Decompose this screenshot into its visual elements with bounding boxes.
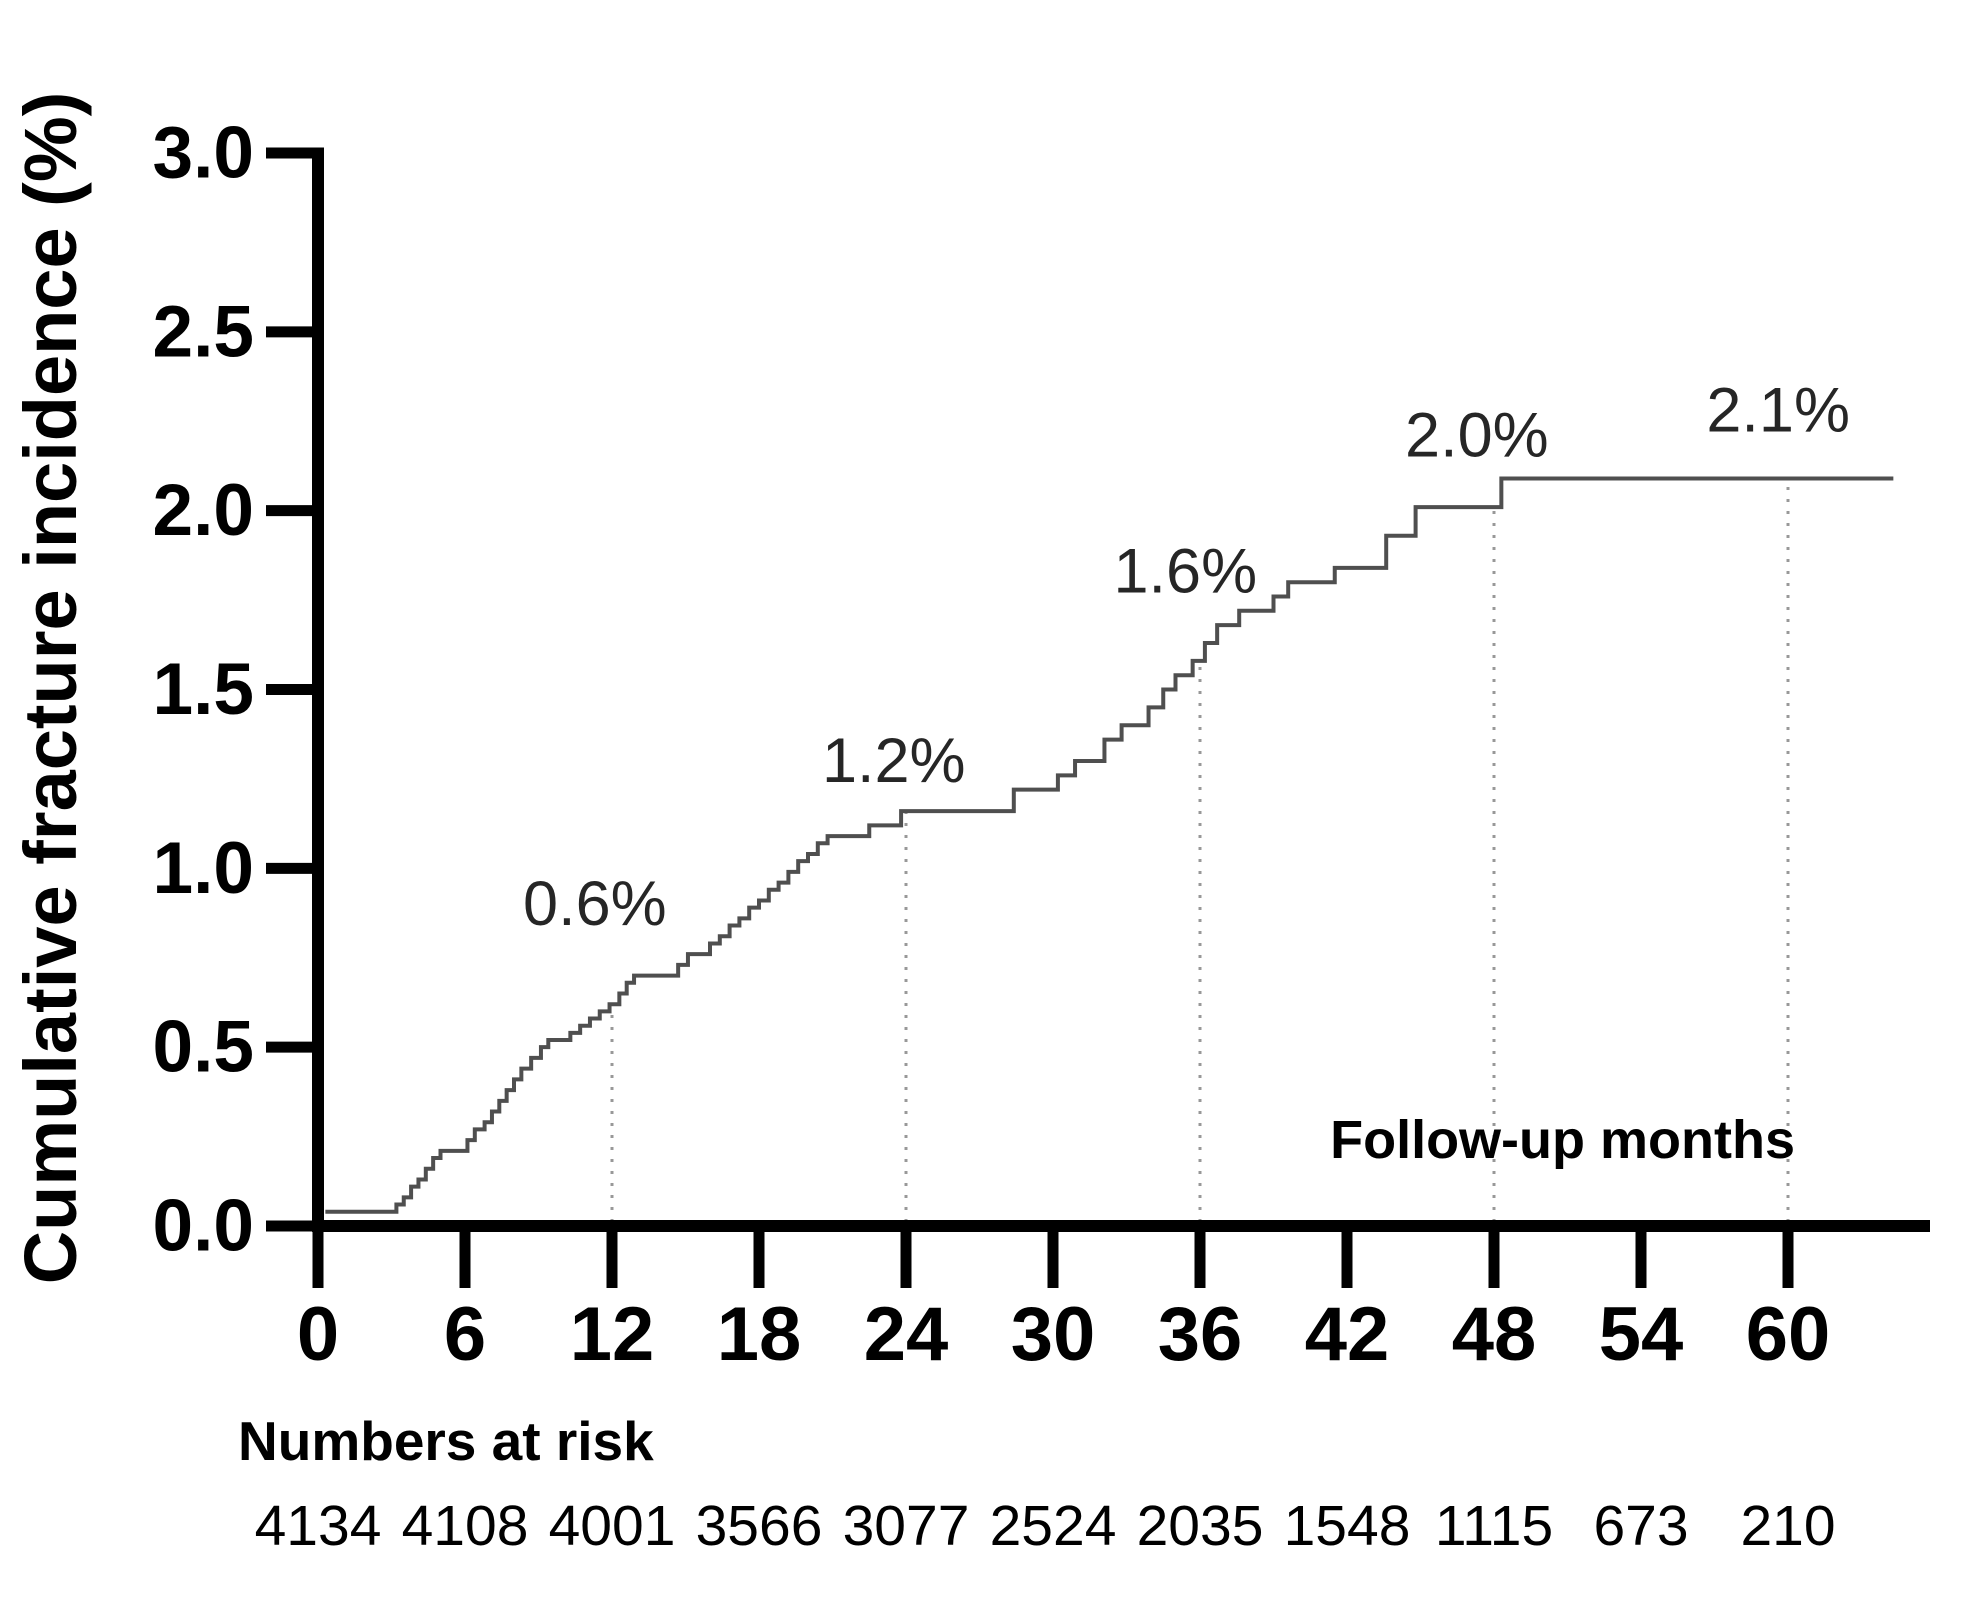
y-tick-label-1.0: 1.0 [153, 828, 254, 909]
y-tick-label-3.0: 3.0 [153, 112, 254, 193]
annotation-2.0%: 2.0% [1405, 401, 1549, 471]
y-tick-label-1.5: 1.5 [153, 649, 254, 730]
risk-value-54mo: 673 [1593, 1494, 1688, 1558]
risk-value-0mo: 4134 [255, 1494, 382, 1558]
x-tick-label-24: 24 [864, 1292, 949, 1377]
x-tick-label-6: 6 [444, 1292, 486, 1377]
x-tick-label-0: 0 [297, 1292, 339, 1377]
y-axis-title: Cumulative fracture incidence (%) [9, 92, 92, 1285]
x-tick-label-12: 12 [570, 1292, 655, 1377]
risk-value-18mo: 3566 [696, 1494, 823, 1558]
incidence-step-curve [325, 476, 1894, 1214]
annotation-0.6%: 0.6% [523, 869, 667, 939]
y-tick-label-2.5: 2.5 [153, 291, 254, 372]
risk-value-60mo: 210 [1740, 1494, 1835, 1558]
x-tick-label-42: 42 [1305, 1292, 1390, 1377]
x-tick-label-54: 54 [1599, 1292, 1684, 1377]
followup-months-label: Follow-up months [1330, 1110, 1795, 1170]
annotation-2.1%: 2.1% [1706, 376, 1850, 446]
risk-value-12mo: 4001 [549, 1494, 676, 1558]
annotation-1.6%: 1.6% [1113, 536, 1257, 606]
y-tick-label-0.0: 0.0 [153, 1186, 254, 1267]
x-tick-label-18: 18 [717, 1292, 802, 1377]
numbers-at-risk-label: Numbers at risk [238, 1410, 654, 1472]
x-tick-label-48: 48 [1452, 1292, 1537, 1377]
y-tick-label-2.0: 2.0 [153, 470, 254, 551]
risk-value-36mo: 2035 [1137, 1494, 1264, 1558]
risk-value-48mo: 1115 [1435, 1494, 1553, 1558]
risk-value-6mo: 4108 [402, 1494, 529, 1558]
annotation-1.2%: 1.2% [822, 726, 966, 796]
x-tick-label-36: 36 [1158, 1292, 1243, 1377]
risk-value-24mo: 3077 [843, 1494, 970, 1558]
risk-value-30mo: 2524 [990, 1494, 1117, 1558]
x-tick-label-30: 30 [1011, 1292, 1096, 1377]
y-tick-label-0.5: 0.5 [153, 1007, 254, 1088]
risk-value-42mo: 1548 [1284, 1494, 1411, 1558]
x-tick-label-60: 60 [1746, 1292, 1831, 1377]
